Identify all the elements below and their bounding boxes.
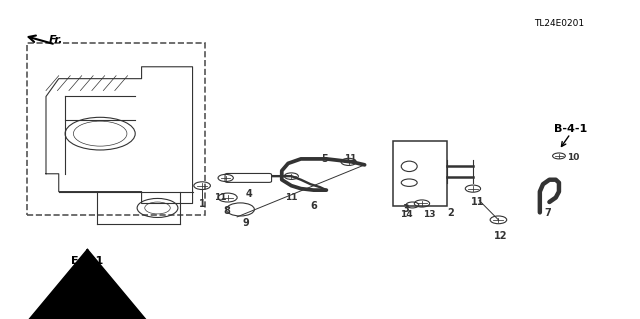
Text: 14: 14 [401, 210, 413, 219]
Text: 11: 11 [285, 193, 298, 202]
Text: 8: 8 [223, 206, 230, 217]
Text: Fr.: Fr. [49, 35, 64, 45]
Text: 2: 2 [447, 208, 454, 218]
Text: 9: 9 [242, 218, 249, 228]
Text: 6: 6 [310, 201, 317, 211]
Text: 12: 12 [494, 231, 508, 241]
Text: 11: 11 [344, 153, 357, 163]
Text: 7: 7 [545, 208, 552, 218]
Text: B-4-1: B-4-1 [554, 124, 587, 134]
Text: 11: 11 [471, 197, 484, 207]
Text: 11: 11 [214, 193, 226, 202]
Text: 3: 3 [403, 204, 410, 214]
Text: 5: 5 [322, 153, 328, 164]
Text: 10: 10 [567, 153, 580, 162]
Text: 1: 1 [199, 199, 205, 209]
Text: TL24E0201: TL24E0201 [534, 19, 584, 28]
Text: E-3-1: E-3-1 [71, 256, 104, 265]
Text: 13: 13 [423, 210, 436, 219]
Text: 4: 4 [245, 189, 252, 199]
